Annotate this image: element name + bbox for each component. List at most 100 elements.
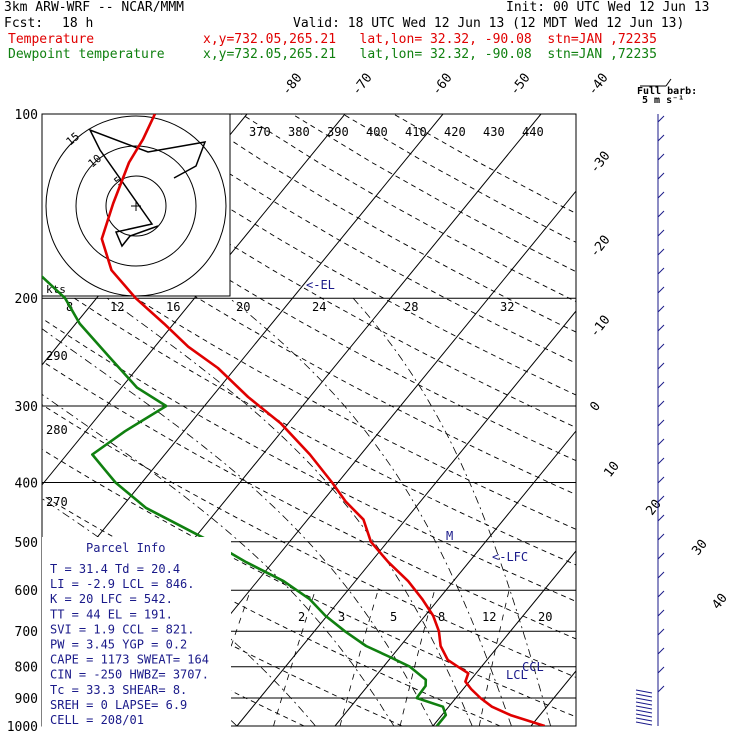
dewpoint-legend: Dewpoint temperature [8,47,165,62]
dry-adiabat [0,114,10,726]
dry-adiabat [291,114,576,273]
mixing-ratio-line [273,590,316,726]
isotherm-label: -20 [587,233,613,261]
parcel-row: LI = -2.9 LCL = 846. [50,577,195,591]
barb-legend-line2: 5 m s⁻¹ [642,95,684,106]
wind-barb [657,153,665,161]
dry-adiabat [139,114,576,364]
dry-adiabat [42,234,576,530]
parcel-box-bg [42,537,231,727]
dry-adiabat [42,317,576,602]
wind-barbs [635,114,665,726]
model-title: 3km ARW-WRF -- NCAR/MMM [4,0,185,15]
dry-adiabat [42,116,576,429]
pressure-tick-label: 900 [15,692,38,707]
parcel-info-box: Parcel Info T = 31.4 Td = 20.4LI = -2.9 … [42,537,231,727]
wind-barb [657,495,665,503]
isotherm-label: -80 [279,71,305,99]
theta-e-label: 390 [327,125,349,139]
forecast-hour: 18 h [62,16,94,31]
mixing-ratio-label-lower: 2 [298,610,305,624]
forecast-label: Fcst: [4,16,44,31]
dewpoint-location: x,y=732.05,265.21 lat,lon= 32.32, -90.08… [203,47,657,62]
theta-e-label: 420 [444,125,466,139]
isotherm-label: 20 [643,497,664,519]
wind-barb [657,381,665,389]
parcel-row: SREH = 0 LAPSE= 6.9 [50,698,187,712]
isotherm-label: -10 [587,313,613,341]
isotherm-label: -40 [585,71,611,99]
temperature-location: x,y=732.05,265.21 lat,lon= 32.32, -90.08… [203,32,657,47]
dewpoint-profile [42,274,448,726]
mixing-ratio-label-lower: 12 [482,610,496,624]
isotherm [334,430,576,726]
barb-legend-line1: Full barb: [637,86,697,97]
isotherm [432,550,576,726]
pressure-tick-label: 800 [15,661,38,676]
wind-barb [657,134,665,142]
moist-adiabat [42,328,434,726]
isotherm-label: 10 [601,459,622,481]
pressure-tick-label: 200 [15,292,38,307]
wind-barb [635,701,653,706]
wind-barb [657,514,665,522]
theta-e-label: 440 [522,125,544,139]
wind-barb [657,172,665,180]
theta-e-label: 400 [366,125,388,139]
wind-barb [657,647,665,655]
wind-barb [657,343,665,351]
isotherm-label: 0 [587,399,604,414]
mixing-ratio-label: 28 [404,300,418,314]
dry-adiabat [42,275,576,566]
hodograph-ring [75,145,197,267]
mixing-ratio-label: 32 [500,300,514,314]
parcel-row: TT = 44 EL = 191. [50,607,173,621]
wind-barb [635,713,653,718]
dry-adiabat [342,114,576,243]
hodograph-trace [88,128,207,248]
wind-barb [657,419,665,427]
theta-e-label: 410 [405,125,427,139]
theta-e-label: 370 [249,125,271,139]
wind-barb [657,229,665,237]
hodograph-ring [105,175,167,237]
parcel-row: SVI = 1.9 CCL = 821. [50,622,195,636]
init-time: Init: 00 UTC Wed 12 Jun 13 [506,0,710,15]
isotherm-label: 40 [709,591,730,613]
dry-adiabat [42,404,576,678]
isotherm [42,114,346,486]
wind-barb [635,717,653,722]
plot-frame [41,113,577,727]
isotherm-label: -60 [429,71,455,99]
wind-barb [635,693,653,698]
dry-adiabat [42,154,576,462]
mixing-ratio-line [339,590,379,726]
isotherm-label: 30 [689,537,710,559]
parcel-row: K = 20 LFC = 542. [50,592,173,606]
wind-barb [657,191,665,199]
wind-barb [657,362,665,370]
mixing-ratio-label: 12 [110,300,124,314]
mixing-ratio-label-lower: 3 [338,610,345,624]
theta-label: 290 [46,349,68,363]
wind-barb [657,590,665,598]
dry-adiabat [241,114,576,303]
isotherm [530,670,576,726]
wind-barb [657,115,665,123]
lfc-marker: <-LFC [492,550,528,564]
mixing-ratio-label: 20 [236,300,250,314]
mixing-ratio-label: 24 [312,300,326,314]
m-marker: M [446,529,453,543]
theta-e-label: 380 [288,125,310,139]
el-marker: <-EL [306,278,335,292]
valid-time: Valid: 18 UTC Wed 12 Jun 13 (12 MDT Wed … [293,16,685,31]
isotherm [42,114,444,606]
parcel-row: CIN = -250 HWBZ= 3707. [50,668,209,682]
ccl-marker: CCL [522,660,544,674]
wind-barb [635,705,653,710]
wind-barb [657,533,665,541]
isotherm [236,310,576,726]
parcel-row: CAPE = 1173 SWEAT= 164 [50,653,209,667]
mixing-ratio-label: 16 [166,300,180,314]
